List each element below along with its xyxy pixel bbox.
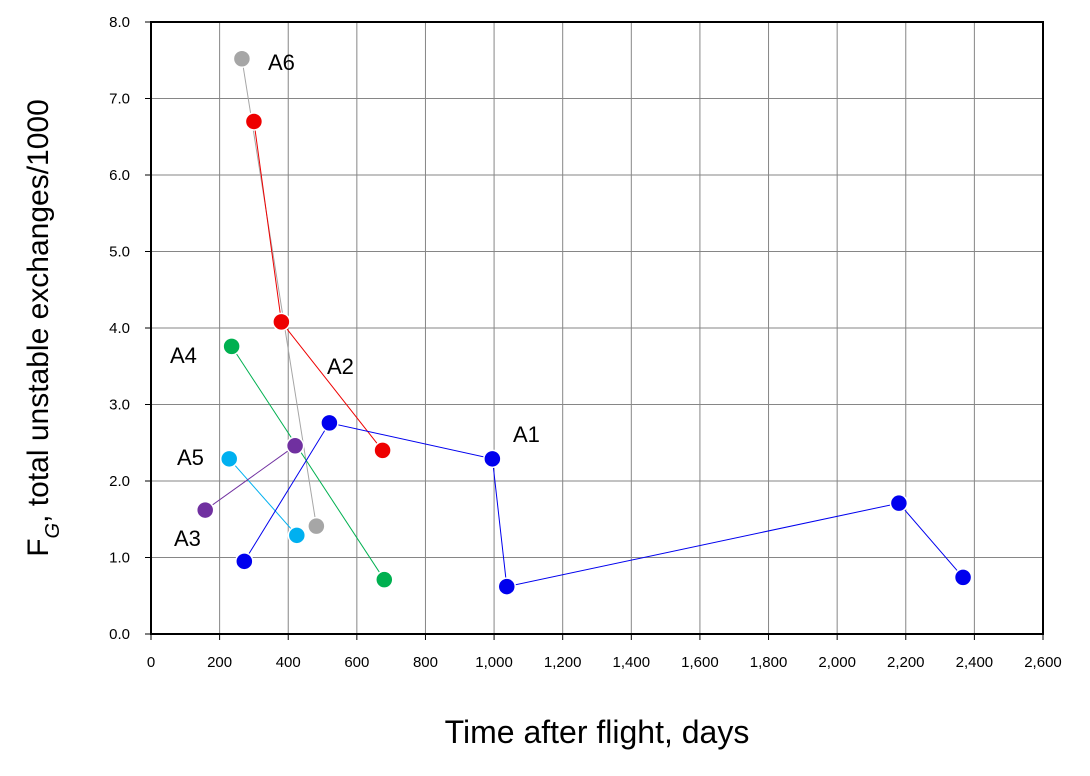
x-tick-label: 800 <box>413 654 438 671</box>
data-point-a3 <box>195 500 215 520</box>
x-tick-label: 2,600 <box>1024 654 1062 671</box>
y-axis-title-subscript: G <box>42 523 64 539</box>
series-label-a2: A2 <box>327 354 354 379</box>
series-line-a5 <box>228 458 298 536</box>
y-tick-label: 1.0 <box>109 550 130 567</box>
series-labels: A1 A2 A3 A4 A5 A6 <box>170 50 540 551</box>
series-line-a1 <box>243 422 964 588</box>
data-point-a6 <box>307 516 326 536</box>
y-tick-label: 3.0 <box>109 397 130 414</box>
series-line-a2 <box>253 121 383 451</box>
x-tick-label: 2,000 <box>818 654 856 671</box>
x-axis-ticks: 0 200 400 600 800 1,000 1,200 1,400 1,600 1,800 2,… <box>147 634 1062 671</box>
data-point-a1 <box>889 493 909 513</box>
data-point-a3 <box>285 436 305 456</box>
y-axis-ticks: 0.0 1.0 2.0 3.0 4.0 5.0 6.0 7.0 8.0 <box>109 14 151 643</box>
y-tick-label: 5.0 <box>109 244 130 261</box>
series-layer <box>195 49 973 596</box>
x-tick-label: 2,200 <box>887 654 925 671</box>
data-point-a1 <box>497 577 517 596</box>
series-label-a1: A1 <box>513 422 540 447</box>
y-tick-label: 4.0 <box>109 320 130 337</box>
y-tick-label: 7.0 <box>109 91 130 108</box>
x-axis-title: Time after flight, days <box>445 714 750 750</box>
y-axis-title-main: F <box>22 538 55 556</box>
data-point-a1 <box>483 449 502 469</box>
series-label-a6: A6 <box>268 50 295 75</box>
x-tick-label: 0 <box>147 654 155 671</box>
x-tick-label: 400 <box>276 654 301 671</box>
x-tick-label: 1,200 <box>544 654 582 671</box>
data-point-a1 <box>235 552 254 571</box>
y-tick-label: 2.0 <box>109 473 130 490</box>
y-tick-label: 0.0 <box>109 626 130 643</box>
series-label-a5: A5 <box>177 445 204 470</box>
x-tick-label: 200 <box>207 654 232 671</box>
series-line-a3 <box>204 445 296 511</box>
data-point-a4 <box>375 570 394 589</box>
data-point-a5 <box>287 526 307 545</box>
y-axis-title: FG, total unstable exchanges/1000 <box>22 99 64 557</box>
data-point-a5 <box>219 449 239 469</box>
x-tick-label: 1,800 <box>750 654 788 671</box>
data-point-a4 <box>222 337 241 356</box>
x-tick-label: 1,400 <box>613 654 651 671</box>
data-point-a2 <box>373 441 392 460</box>
y-axis-title-rest: , total unstable exchanges/1000 <box>22 99 55 523</box>
series-line-a4 <box>231 346 385 580</box>
series-label-a3: A3 <box>174 526 201 551</box>
y-tick-label: 6.0 <box>109 167 130 184</box>
data-point-a6 <box>232 49 252 68</box>
x-tick-label: 600 <box>344 654 369 671</box>
x-tick-label: 2,400 <box>956 654 994 671</box>
y-tick-label: 8.0 <box>109 14 130 31</box>
x-tick-label: 1,000 <box>475 654 513 671</box>
data-point-a1 <box>953 568 973 587</box>
x-tick-label: 1,600 <box>681 654 719 671</box>
data-point-a2 <box>272 312 291 332</box>
series-label-a4: A4 <box>170 343 197 368</box>
data-point-a1 <box>320 413 339 433</box>
data-point-a2 <box>244 112 264 131</box>
